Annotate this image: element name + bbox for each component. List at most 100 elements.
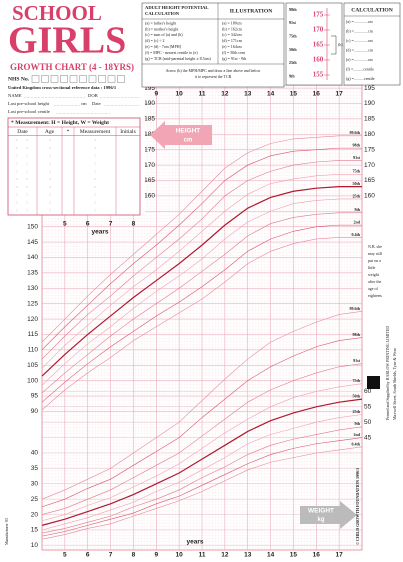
separator: : [49, 192, 50, 197]
separator: : [26, 199, 27, 204]
measurement-table: Date Age * Measurement Initials:::::::::::::… [8, 127, 140, 215]
calc-row: (a) = father's height [145, 20, 177, 25]
age-tick-label: 15 [290, 91, 298, 98]
centile-line [41, 426, 363, 534]
nb-line: N.B. she [368, 244, 382, 249]
centile-line [41, 198, 362, 386]
height-tick-label: 180 [144, 131, 155, 138]
weight-tick-label: 15 [31, 527, 39, 534]
illustration-height: 170 [313, 26, 324, 34]
calc-title-1: ADULT HEIGHT POTENTIAL [145, 5, 208, 10]
height-tick-label: 170 [364, 162, 375, 169]
separator: : [16, 168, 17, 173]
separator: : [94, 137, 95, 142]
centile-line [41, 398, 363, 526]
separator: : [26, 168, 27, 173]
nhs-boxes [31, 75, 125, 83]
nhs-box [50, 75, 59, 83]
centile-line [41, 437, 363, 537]
centile-line [41, 237, 362, 411]
illustration-height: 160 [313, 56, 324, 64]
centile-label: 75th [352, 169, 360, 174]
weight-tick-label: 35 [31, 465, 39, 472]
centile-label: 99.6th [349, 130, 360, 135]
illustration-centile: 9th [289, 73, 295, 78]
nb-line: age of [368, 286, 379, 291]
height-tick-label: 185 [144, 116, 155, 123]
nhs-box [31, 75, 40, 83]
age-tick-label: 9 [154, 552, 158, 559]
centile-label: 91st [353, 358, 361, 363]
calc-row: (g) = TCR (mid-parental height ± 8.5cm) [145, 56, 211, 61]
weight-tick-label: 25 [31, 496, 39, 503]
calc-entry-row: (c) =..............cm [346, 38, 373, 43]
centile-line [41, 135, 362, 343]
centile-line [41, 147, 362, 351]
nhs-box [69, 75, 78, 83]
height-tick-label: 180 [364, 131, 375, 138]
calc-entry-row: (b) =..............cm [346, 28, 374, 33]
calc-rows: (a) = father's height (a) = 180cm (b) = mo… [145, 20, 261, 79]
separator: : [16, 176, 17, 181]
separator: : [16, 153, 17, 158]
nhs-box [41, 75, 49, 83]
weight-tick-label: 30 [31, 481, 39, 488]
centile-label: 75th [352, 378, 360, 383]
manufacturer: Manufacturer 93 [4, 518, 9, 545]
height-tick-label: 160 [364, 193, 375, 200]
height-tick-label: 175 [364, 146, 375, 153]
separator: : [26, 184, 27, 189]
measurement-title: * Measurement: H = Height, W = Weight [11, 120, 109, 126]
height-tick-label: 135 [27, 270, 38, 277]
separator: : [16, 137, 17, 142]
height-tick-label: 100 [27, 377, 38, 384]
separator: : [49, 199, 50, 204]
nb-line: may still [368, 251, 383, 256]
separator: : [49, 160, 50, 165]
illustration-centile: 75th [289, 34, 297, 39]
nb-line: eighteen. [368, 293, 383, 298]
centile-line [41, 174, 362, 369]
separator: : [49, 184, 50, 189]
centile-label: 2nd [354, 220, 361, 225]
separator: : [26, 160, 27, 165]
calc-note: it to represent the TCR [195, 74, 232, 79]
column-header: Measurement [80, 129, 111, 135]
height-tick-label: 140 [27, 254, 38, 261]
age-tick-label: 8 [132, 552, 136, 559]
name-label: NAME [8, 93, 22, 98]
separator: : [26, 207, 27, 212]
centile-line [41, 212, 362, 394]
separator: : [49, 153, 50, 158]
calc-note: Arrow (h) the MPH/MPC and draw a line ab… [166, 68, 261, 73]
age-tick-label: 9 [154, 91, 158, 98]
nhs-label: NHS No. [8, 76, 30, 82]
weight-arrow-unit: kg [317, 517, 324, 523]
height-tick-label: 165 [364, 177, 375, 184]
nb-line: after the [368, 279, 381, 284]
nhs-box [117, 75, 125, 83]
height-tick-label: 150 [27, 223, 38, 230]
column-header: Date [17, 129, 28, 135]
calc-example: (d) = 171cm [222, 38, 243, 43]
age-tick-label: 10 [176, 91, 184, 98]
age-tick-label: 17 [336, 91, 344, 98]
separator: : [16, 184, 17, 189]
nhs-box [88, 75, 97, 83]
nhs-box [60, 75, 68, 83]
age-tick-label: 7 [109, 221, 113, 228]
calc-title-2: CALCULATION [145, 11, 180, 16]
separator: : [16, 199, 17, 204]
age-tick-label: 16 [313, 91, 321, 98]
date-label: Date [92, 101, 101, 106]
calc-example: (g) = 91st - 9th [222, 56, 246, 61]
centile-line [41, 414, 363, 531]
calc-row: (c) = sum of (a) and (b) [145, 32, 183, 37]
height-tick-label: 175 [144, 146, 155, 153]
age-tick-label: 7 [109, 552, 113, 559]
height-tick-label: 145 [27, 239, 38, 246]
separator: : [16, 192, 17, 197]
centile-line [41, 446, 363, 540]
calc-entry-box [343, 2, 401, 86]
age-tick-label: 5 [63, 221, 67, 228]
